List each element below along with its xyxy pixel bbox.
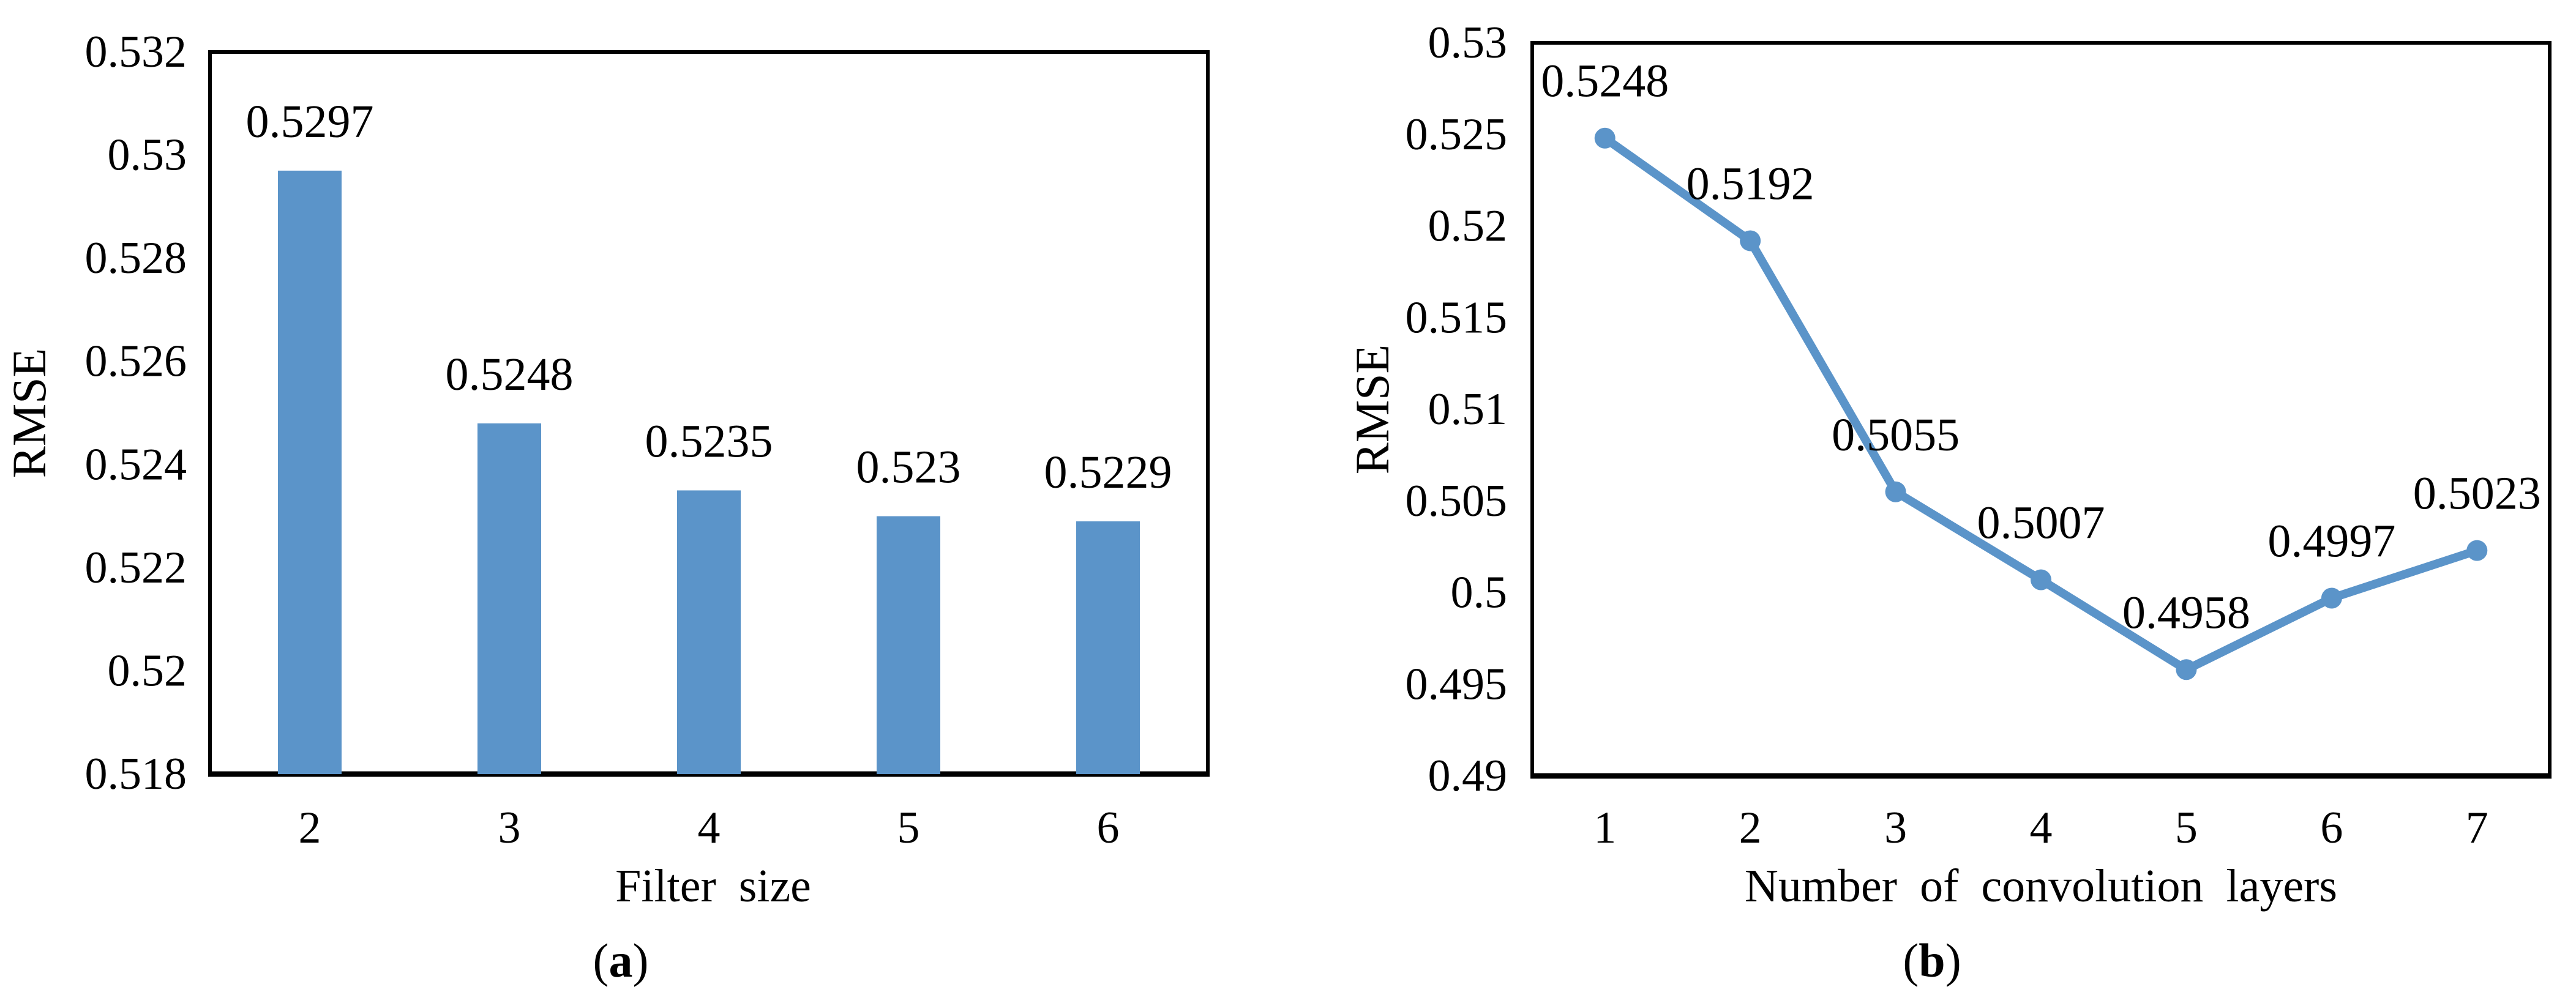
y-tick-label: 0.522 bbox=[85, 543, 187, 593]
point-value-label: 0.5248 bbox=[1541, 56, 1669, 107]
x-tick-label: 2 bbox=[299, 803, 321, 853]
caption-b-letter: b bbox=[1919, 934, 1945, 987]
x-tick-label: 5 bbox=[2175, 803, 2198, 853]
caption-b: (b) bbox=[1903, 930, 1961, 991]
bar-value-label: 0.5248 bbox=[446, 349, 574, 400]
point-value-label: 0.5192 bbox=[1687, 158, 1814, 209]
bar bbox=[477, 423, 541, 774]
x-tick-label: 2 bbox=[1739, 803, 1762, 853]
y-tick-label: 0.495 bbox=[1406, 659, 1508, 709]
bar-chart-a-svg: 0.518 0.52 0.522 0.524 0.526 0.528 0.53 0.532 2 3… bbox=[85, 27, 1210, 853]
x-tick-label: 3 bbox=[498, 803, 521, 853]
y-tick-label: 0.5 bbox=[1451, 568, 1508, 618]
y-tick-label: 0.53 bbox=[108, 130, 187, 181]
y-tick-label: 0.526 bbox=[85, 337, 187, 387]
y-tick-label: 0.52 bbox=[108, 646, 187, 696]
data-point-marker bbox=[2031, 569, 2051, 591]
bar bbox=[1076, 521, 1140, 774]
x-tick-label: 3 bbox=[1884, 803, 1907, 853]
y-tick-label: 0.52 bbox=[1428, 201, 1508, 252]
point-value-label: 0.5023 bbox=[2413, 468, 2541, 520]
y-tick-label: 0.51 bbox=[1428, 384, 1508, 434]
y-tick-label: 0.518 bbox=[85, 749, 187, 799]
y-tick-label: 0.515 bbox=[1406, 292, 1508, 343]
data-point-marker bbox=[2466, 540, 2488, 561]
data-point-marker bbox=[1885, 481, 1906, 502]
caption-a-close: ) bbox=[632, 934, 649, 987]
caption-a-letter: a bbox=[608, 934, 633, 987]
x-tick-label: 5 bbox=[897, 803, 920, 853]
caption-b-open: ( bbox=[1903, 934, 1919, 987]
point-value-label: 0.4997 bbox=[2267, 515, 2395, 567]
y-tick-label: 0.53 bbox=[1428, 18, 1508, 68]
y-tick-label: 0.49 bbox=[1428, 751, 1508, 801]
point-value-label: 0.5007 bbox=[1977, 497, 2105, 549]
y-tick-label: 0.505 bbox=[1406, 476, 1508, 526]
x-tick-label: 4 bbox=[2030, 803, 2053, 853]
bar bbox=[278, 170, 342, 774]
bar-value-label: 0.5235 bbox=[645, 415, 773, 467]
caption-a: (a) bbox=[593, 930, 649, 991]
y-tick-label: 0.528 bbox=[85, 233, 187, 283]
bar-value-label: 0.5297 bbox=[246, 96, 374, 147]
y-tick-label: 0.524 bbox=[85, 439, 187, 490]
y-tick-label: 0.525 bbox=[1406, 110, 1508, 160]
plot-border bbox=[1530, 41, 2552, 778]
point-value-label: 0.4958 bbox=[2122, 587, 2250, 638]
bar bbox=[877, 516, 940, 774]
data-point-marker bbox=[1594, 127, 1616, 149]
x-tick-label: 6 bbox=[2320, 803, 2343, 853]
x-tick-label: 7 bbox=[2466, 803, 2488, 853]
y-axis-title-b: RMSE bbox=[1346, 344, 1399, 475]
bar-value-label: 0.523 bbox=[856, 442, 961, 493]
data-point-marker bbox=[2321, 587, 2342, 609]
bar-value-label: 0.5229 bbox=[1044, 447, 1172, 498]
x-axis-title-a: Filter size bbox=[615, 860, 811, 912]
point-value-label: 0.5055 bbox=[1832, 409, 1960, 461]
x-tick-label: 6 bbox=[1097, 803, 1120, 853]
bar bbox=[677, 490, 741, 774]
x-axis-title-b: Number of convolution layers bbox=[1745, 860, 2337, 912]
y-tick-label: 0.532 bbox=[85, 27, 187, 77]
x-tick-label: 4 bbox=[698, 803, 721, 853]
x-tick-label: 1 bbox=[1593, 803, 1616, 853]
line-chart-b-svg: 0.49 0.495 0.5 0.505 0.51 0.515 0.52 0.525 0.53 1… bbox=[1406, 18, 2552, 853]
caption-a-open: ( bbox=[593, 934, 609, 987]
data-point-marker bbox=[1740, 230, 1761, 252]
data-point-marker bbox=[2176, 659, 2197, 680]
caption-b-close: ) bbox=[1945, 934, 1961, 987]
y-axis-title-a: RMSE bbox=[2, 348, 56, 479]
